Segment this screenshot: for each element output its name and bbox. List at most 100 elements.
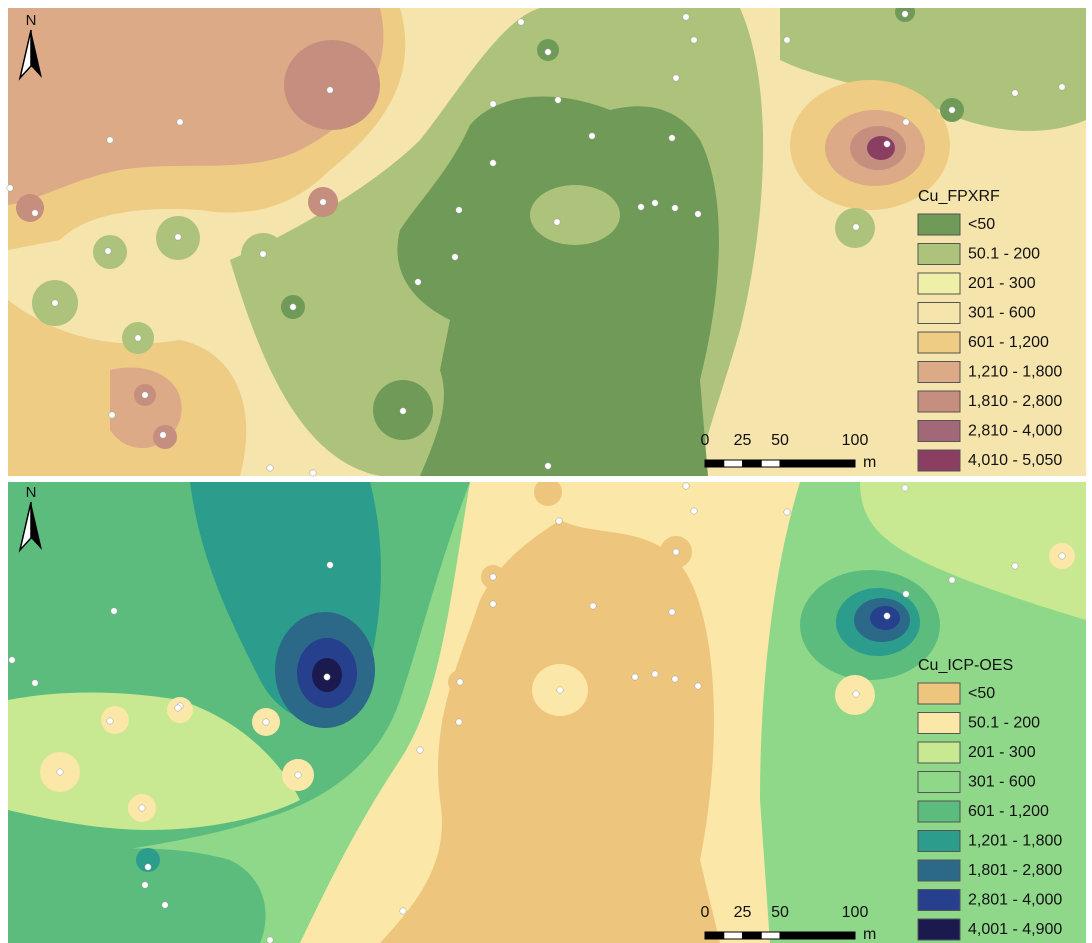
scale-label: 25 (734, 432, 752, 449)
sample-point (145, 864, 151, 870)
legend-swatch (918, 831, 960, 852)
legend-swatch (918, 214, 960, 235)
sample-point (175, 234, 181, 240)
sample-point (672, 676, 678, 682)
sample-point (135, 335, 141, 341)
sample-point (327, 87, 333, 93)
legend-title: Cu_FPXRF (918, 188, 1000, 205)
legend-label: 601 - 1,200 (968, 334, 1049, 351)
sample-point (490, 101, 496, 107)
legend-label: 2,810 - 4,000 (968, 423, 1062, 440)
sample-point (57, 769, 63, 775)
scale-segment (761, 932, 780, 939)
scale-unit: m (863, 454, 876, 471)
sample-point (160, 432, 166, 438)
legend-swatch (918, 772, 960, 793)
sample-point (142, 882, 148, 888)
legend-label: <50 (968, 216, 995, 233)
map-figure: NCu_FPXRF<5050.1 - 200201 - 300301 - 600… (0, 0, 1092, 943)
sample-point (949, 107, 955, 113)
scale-segment (724, 460, 743, 467)
sample-point (683, 14, 689, 20)
legend-label: 50.1 - 200 (968, 715, 1040, 732)
sample-point (9, 657, 15, 663)
legend-swatch (918, 860, 960, 881)
sample-point (32, 680, 38, 686)
sample-point (1059, 84, 1065, 90)
scale-label: 100 (842, 904, 869, 921)
sample-point (669, 135, 675, 141)
sample-point (557, 687, 563, 693)
sample-point (107, 137, 113, 143)
legend-label: 1,810 - 2,800 (968, 393, 1062, 410)
sample-point (652, 200, 658, 206)
scale-label: 25 (734, 904, 752, 921)
sample-point (669, 609, 675, 615)
sample-point (691, 508, 697, 514)
legend-label: 601 - 1,200 (968, 803, 1049, 820)
scale-label: 0 (701, 432, 710, 449)
legend-swatch (918, 421, 960, 442)
sample-point (490, 574, 496, 580)
scale-segment (724, 932, 743, 939)
scale-label: 50 (771, 904, 789, 921)
legend-swatch (918, 391, 960, 412)
north-label: N (26, 12, 37, 29)
legend-swatch (918, 450, 960, 471)
sample-point (456, 207, 462, 213)
legend-swatch (918, 332, 960, 353)
sample-point (142, 392, 148, 398)
sample-point (853, 691, 859, 697)
sample-point (52, 300, 58, 306)
legend-label: 1,801 - 2,800 (968, 862, 1062, 879)
sample-point (518, 19, 524, 25)
scale-segment (705, 932, 724, 939)
sample-point (590, 603, 596, 609)
legend-label: 4,001 - 4,900 (968, 921, 1062, 938)
sample-point (695, 211, 701, 217)
sample-point (555, 97, 561, 103)
legend-swatch (918, 742, 960, 763)
scale-segment (705, 460, 724, 467)
legend-swatch (918, 919, 960, 940)
sample-point (632, 674, 638, 680)
sample-point (638, 204, 644, 210)
legend-label: 1,210 - 1,800 (968, 364, 1062, 381)
sample-point (400, 408, 406, 414)
sample-point (417, 747, 423, 753)
north-label: N (26, 484, 37, 501)
legend-label: 301 - 600 (968, 774, 1036, 791)
sample-point (400, 908, 406, 914)
sample-point (162, 902, 168, 908)
legend-label: 301 - 600 (968, 305, 1036, 322)
sample-point (1012, 90, 1018, 96)
sample-point (672, 205, 678, 211)
sample-point (452, 254, 458, 260)
sample-point (175, 705, 181, 711)
legend-swatch (918, 362, 960, 383)
sample-point (32, 210, 38, 216)
sample-point (105, 248, 111, 254)
sample-point (260, 251, 266, 257)
sample-point (324, 674, 330, 680)
legend-swatch (918, 303, 960, 324)
legend-swatch (918, 683, 960, 704)
sample-point (589, 133, 595, 139)
legend-swatch (918, 273, 960, 294)
sample-point (456, 719, 462, 725)
legend-label: 50.1 - 200 (968, 246, 1040, 263)
legend-swatch (918, 244, 960, 265)
sample-point (556, 518, 562, 524)
legend-label: 4,010 - 5,050 (968, 452, 1062, 469)
sample-point (853, 224, 859, 230)
sample-point (784, 509, 790, 515)
scale-segment (761, 460, 780, 467)
scale-label: 100 (842, 432, 869, 449)
sample-point (545, 463, 551, 469)
sample-point (490, 160, 496, 166)
sample-point (652, 671, 658, 677)
legend-label: <50 (968, 685, 995, 702)
sample-point (1012, 563, 1018, 569)
sample-point (267, 937, 273, 943)
sample-point (139, 805, 145, 811)
